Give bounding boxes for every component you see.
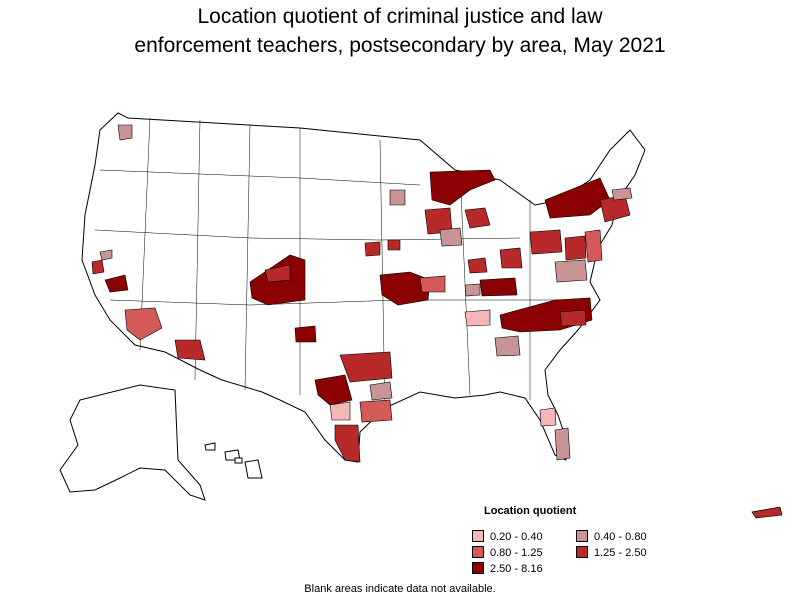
area-california-south	[124, 307, 163, 341]
area-florida-north	[539, 407, 557, 427]
area-pennsylvania	[529, 229, 563, 255]
legend-label-1: 0.40 - 0.80	[594, 531, 647, 543]
area-texas-gulf	[334, 424, 361, 463]
legend-title: Location quotient	[484, 505, 577, 517]
area-texas-panhandle	[294, 325, 317, 343]
contiguous-us-outline	[81, 112, 646, 463]
area-wisconsin-michigan-up	[429, 169, 496, 206]
area-colorado-west	[264, 264, 291, 283]
map-title: Location quotient of criminal justice an…	[0, 2, 800, 60]
legend-label-2: 0.80 - 1.25	[490, 547, 543, 559]
area-georgia	[494, 335, 521, 357]
hawaii-islands	[204, 442, 263, 479]
area-missouri-kansas	[379, 271, 431, 306]
area-michigan-lower	[464, 207, 491, 229]
area-california-sacramento	[99, 249, 113, 261]
colored-areas	[91, 124, 633, 463]
area-iowa	[364, 241, 381, 257]
legend-label-0: 0.20 - 0.40	[490, 531, 543, 543]
area-missouri-east	[419, 275, 446, 293]
alaska-outline	[59, 384, 206, 501]
legend-swatch-1	[576, 530, 588, 542]
area-ohio	[499, 247, 523, 269]
area-texas-san-antonio	[329, 401, 351, 421]
area-minnesota	[389, 189, 406, 206]
legend-swatch-2	[472, 546, 484, 558]
puerto-rico	[751, 506, 783, 519]
legend-swatch-3	[576, 546, 588, 558]
area-kentucky	[479, 277, 518, 297]
area-new-jersey	[584, 229, 603, 263]
area-washington-seattle	[117, 124, 133, 141]
legend-item-4: 2.50 - 8.16	[472, 562, 543, 576]
area-texas-houston	[359, 399, 393, 423]
area-tennessee	[464, 309, 491, 327]
legend-swatch-4	[472, 562, 484, 574]
legend-item-0: 0.20 - 0.40	[472, 530, 543, 544]
legend-item-2: 0.80 - 1.25	[472, 546, 543, 560]
legend-label-3: 1.25 - 2.50	[594, 547, 647, 559]
legend-label-4: 2.50 - 8.16	[490, 563, 543, 575]
area-arizona	[174, 339, 206, 361]
area-florida-south	[554, 427, 571, 461]
area-nc-east	[559, 309, 587, 327]
area-kentucky-west	[464, 283, 481, 297]
area-new-york	[544, 177, 611, 219]
legend-item-1: 0.40 - 0.80	[576, 530, 647, 544]
title-line-1: Location quotient of criminal justice an…	[197, 5, 603, 28]
legend-swatch-0	[472, 530, 484, 542]
area-massachusetts	[611, 187, 633, 201]
area-maryland	[554, 259, 588, 283]
area-indiana	[467, 257, 488, 274]
title-line-2: enforcement teachers, postsecondary by a…	[134, 34, 666, 57]
area-boundaries	[94, 117, 560, 411]
area-illinois	[439, 227, 463, 247]
legend-item-3: 1.25 - 2.50	[576, 546, 647, 560]
area-texas-east	[369, 381, 393, 401]
area-texas-dallas	[339, 351, 393, 383]
area-california-fresno	[104, 274, 129, 293]
area-pennsylvania-east	[564, 235, 587, 261]
area-california-bay	[91, 259, 105, 275]
footnote: Blank areas indicate data not available.	[304, 583, 496, 595]
legend: Location quotient 0.20 - 0.40 0.40 - 0.8…	[472, 505, 672, 575]
area-iowa-east	[387, 239, 401, 251]
area-texas-central	[314, 374, 353, 406]
